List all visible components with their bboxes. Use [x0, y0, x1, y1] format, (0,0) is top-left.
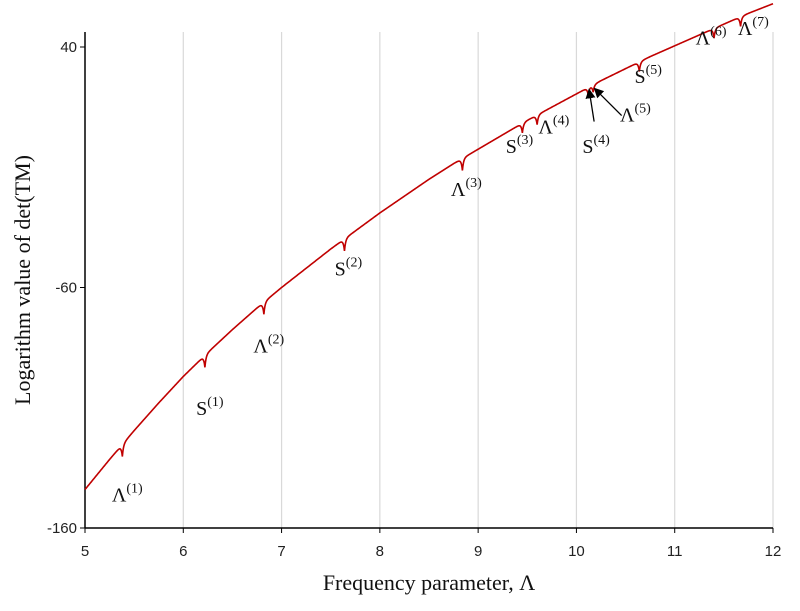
- annotation-arrow: [585, 88, 596, 122]
- x-tick-label: 12: [765, 543, 782, 560]
- annotations: Λ(1) S(1) Λ(2) S(2) Λ(3) S(3)Λ(4) S(4) Λ(5) S(5)…: [112, 15, 769, 507]
- y-tick-label: -60: [55, 280, 77, 297]
- grid: [182, 32, 774, 528]
- mode-label: Λ(7): [738, 15, 769, 40]
- determinant-curve: [84, 2, 774, 491]
- y-tick-label: -160: [47, 520, 77, 537]
- mode-label: Λ(1): [112, 482, 143, 507]
- mode-label: S(1): [196, 395, 224, 420]
- ticks: 5 6 7 8 9 10 11 12 -160 -60 40: [47, 39, 781, 560]
- axes: [84, 32, 773, 529]
- x-tick-label: 8: [376, 543, 384, 560]
- mode-label: Λ(4): [538, 114, 569, 139]
- mode-label: Λ(3): [451, 176, 482, 201]
- mode-label: Λ(5): [620, 102, 651, 127]
- annotation-arrow: [593, 87, 623, 117]
- x-tick-label: 9: [474, 543, 482, 560]
- mode-label: Λ(2): [253, 332, 284, 357]
- x-tick-label: 6: [179, 543, 187, 560]
- y-axis-title: Logarithm value of det(TM): [10, 155, 35, 405]
- x-tick-label: 11: [667, 543, 683, 560]
- y-tick-label: 40: [60, 39, 77, 56]
- mode-label: S(5): [634, 63, 662, 88]
- x-tick-label: 10: [568, 543, 585, 560]
- x-axis-title: Frequency parameter, Λ: [323, 570, 535, 595]
- x-tick-label: 7: [277, 543, 285, 560]
- x-tick-label: 5: [81, 543, 89, 560]
- mode-label: S(3): [506, 133, 534, 158]
- mode-label: Λ(6): [696, 25, 727, 50]
- mode-label: S(2): [335, 255, 363, 280]
- arrows: [585, 87, 623, 122]
- mode-label: S(4): [582, 133, 610, 158]
- series: [84, 2, 774, 491]
